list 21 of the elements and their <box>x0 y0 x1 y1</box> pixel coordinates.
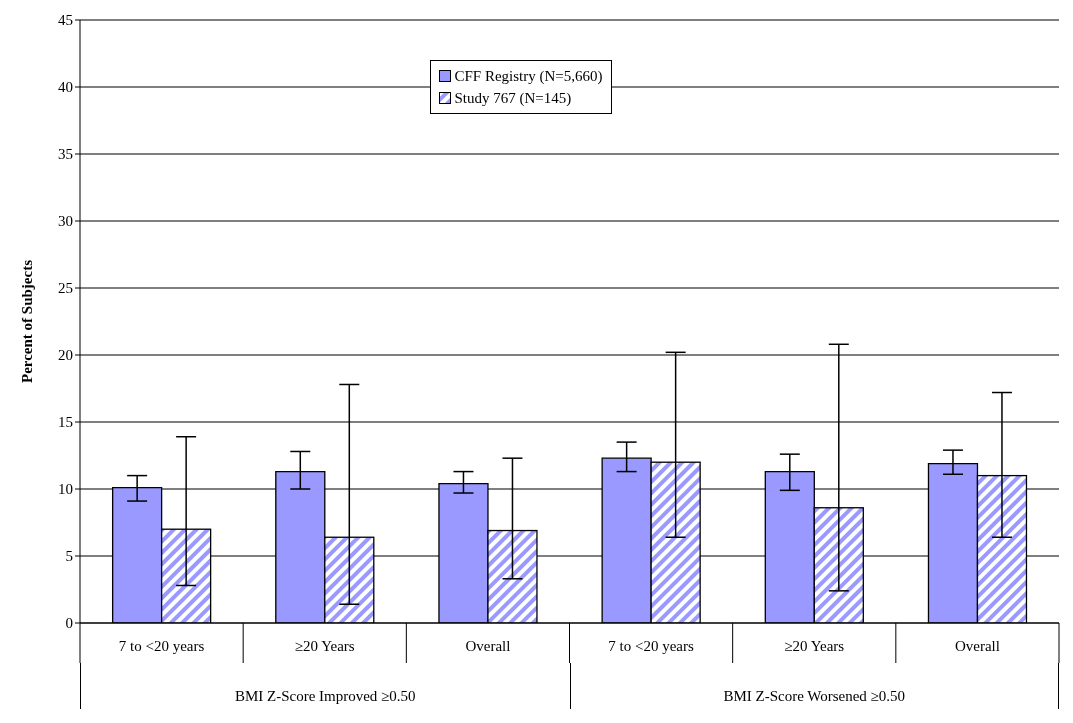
y-tick-label: 20 <box>58 347 73 364</box>
y-tick-label: 0 <box>65 615 73 632</box>
x-tick-label: 7 to <20 years <box>118 638 205 654</box>
x-tick-label: ≥20 Years <box>294 638 355 654</box>
text: BMI Z-Score Worsened ≥0.50 <box>569 663 1059 709</box>
legend-label: CFF Registry (N=5,660) <box>454 67 603 86</box>
x-tick-label: ≥20 Years <box>784 638 845 654</box>
y-tick-label: 25 <box>58 280 73 297</box>
y-axis-title: Percent of Subjects <box>19 259 36 384</box>
y-tick-label: 5 <box>65 548 73 565</box>
x-tick-label: Overall <box>465 638 511 654</box>
y-tick-label: 30 <box>58 213 73 230</box>
y-tick-label: 15 <box>58 414 73 431</box>
legend-label: Study 767 (N=145) <box>454 89 572 108</box>
x-tick-label: Overall <box>954 638 1000 654</box>
y-tick-label: 40 <box>58 79 73 96</box>
y-tick-label: 45 <box>58 12 73 29</box>
y-tick-label: 35 <box>58 146 73 163</box>
y-tick-label: 10 <box>58 481 73 498</box>
text: BMI Z-Score Improved ≥0.50 <box>80 663 570 709</box>
x-tick-label: 7 to <20 years <box>608 638 695 654</box>
